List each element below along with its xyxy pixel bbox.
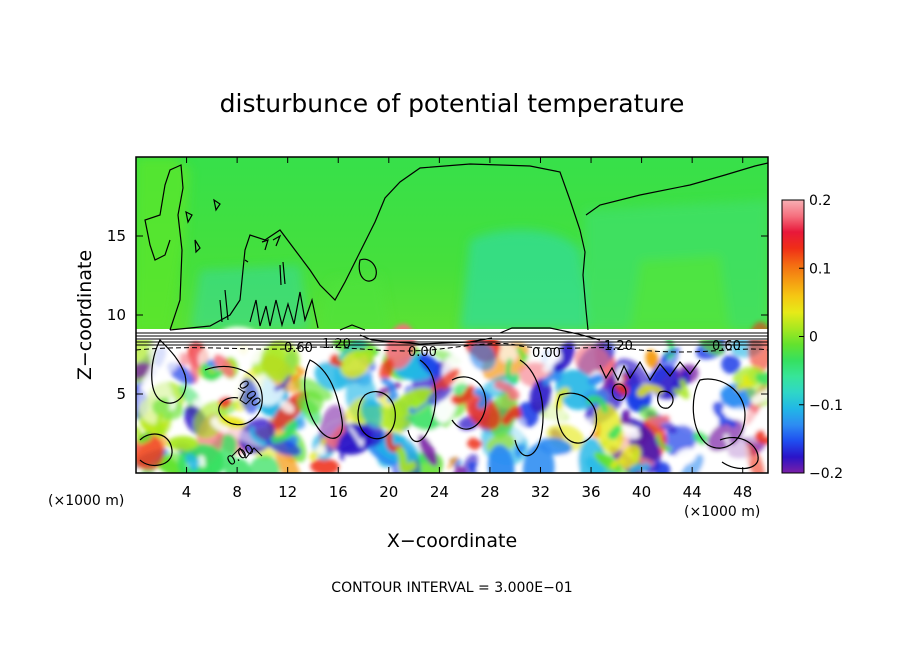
colorbar-ticks: 0.2 0.1 0 −0.1 −0.2	[799, 193, 843, 482]
colorbar-tick-label: 0	[809, 330, 818, 346]
x-tick-label: 24	[430, 483, 449, 501]
x-tick-label: 16	[329, 483, 348, 501]
contour-label: 0.60	[284, 341, 313, 356]
x-tick-label: 48	[733, 483, 752, 501]
y-tick-label: 5	[116, 385, 126, 403]
x-tick-label: 20	[379, 483, 398, 501]
x-unit-left: (×1000 m)	[48, 493, 124, 509]
contour-label: 0.00	[532, 346, 561, 361]
contour-label: 1.20	[604, 339, 633, 354]
contour-label: 1.20	[322, 337, 351, 352]
colorbar: 0.2 0.1 0 −0.1 −0.2	[781, 193, 843, 482]
x-tick-label: 12	[278, 483, 297, 501]
contour-interval-note: CONTOUR INTERVAL = 3.000E−01	[331, 580, 572, 596]
x-tick-label: 44	[683, 483, 702, 501]
y-tick-label: 10	[107, 306, 126, 324]
contour-label: 0.00	[408, 345, 437, 360]
x-tick-label: 28	[480, 483, 499, 501]
y-tick-label: 15	[107, 227, 126, 245]
colorbar-tick-label: −0.2	[809, 466, 843, 482]
plot-area: 0.60 1.20 0.00 0.00 1.20 0.60 0.00 0.00	[136, 157, 768, 473]
x-tick-label: 36	[581, 483, 600, 501]
turbulent-layer-field	[136, 321, 768, 473]
x-tick-label: 4	[182, 483, 192, 501]
contour-label: 0.60	[712, 339, 741, 354]
x-axis: 4 8 12 16 20 24 28 32 36 40 44 48	[182, 157, 752, 501]
y-axis: 5 10 15	[107, 227, 768, 403]
x-unit-right: (×1000 m)	[684, 504, 760, 520]
x-tick-label: 32	[531, 483, 550, 501]
contour-lines	[139, 162, 768, 470]
x-axis-label: X−coordinate	[387, 530, 517, 552]
colorbar-tick-label: 0.1	[809, 261, 831, 277]
y-axis-label: Z−coordinate	[74, 250, 96, 380]
x-tick-label: 8	[232, 483, 242, 501]
colorbar-tick-label: 0.2	[809, 193, 831, 209]
upper-layer-shading	[136, 157, 768, 330]
x-tick-label: 40	[632, 483, 651, 501]
chart-title: disturbunce of potential temperature	[220, 89, 685, 118]
inversion-band	[136, 329, 768, 353]
colorbar-tick-label: −0.1	[809, 398, 843, 414]
